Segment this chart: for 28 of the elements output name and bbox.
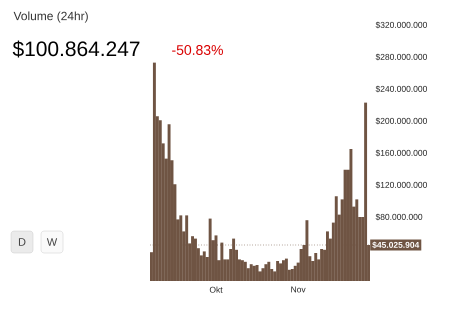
y-tick-label: $240.000.000	[376, 86, 427, 92]
bar	[244, 262, 247, 281]
bar	[320, 249, 324, 281]
bar	[300, 249, 303, 281]
bar	[276, 261, 280, 281]
text: Volume (24hr)	[14, 11, 88, 23]
bar	[252, 266, 256, 281]
text: D	[18, 238, 26, 246]
y-tick-label: $80.000.000	[376, 214, 422, 220]
y-tick-label: $200.000.000	[376, 118, 427, 124]
bar	[264, 264, 268, 281]
ref-line-label: $45.025.904	[372, 242, 420, 248]
x-tick-label: Okt	[210, 286, 223, 293]
y-tick-label: $160.000.000	[376, 150, 427, 156]
y-tick-label: $120.000.000	[376, 182, 427, 188]
bar	[240, 260, 244, 281]
x-tick-label: Nov	[291, 286, 306, 292]
bar	[267, 262, 270, 281]
bar	[256, 265, 259, 281]
bar	[250, 264, 253, 281]
y-tick-label: $280.000.000	[376, 54, 427, 60]
y-tick-label: $320.000.000	[376, 22, 427, 28]
bar	[284, 258, 288, 281]
text: $100.864.247	[12, 40, 140, 58]
annotation: -50.83%	[172, 45, 223, 55]
text: W	[46, 238, 58, 246]
bar	[261, 268, 264, 281]
bar	[294, 266, 297, 281]
